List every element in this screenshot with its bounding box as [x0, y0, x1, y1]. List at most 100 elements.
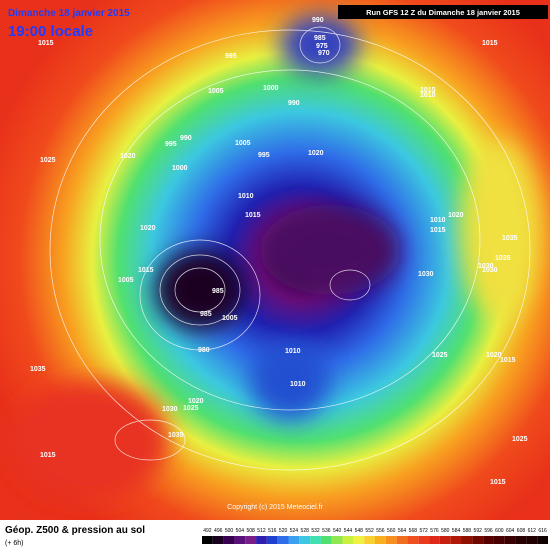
scale-swatch: [234, 536, 246, 544]
isobar-label: 1010: [238, 193, 254, 200]
scale-label: 552: [365, 528, 374, 534]
isobar-label: 1010: [285, 348, 301, 355]
scale-label: 532: [311, 528, 320, 534]
time: 19:00 locale: [8, 23, 93, 40]
isobar-label: 1015: [430, 227, 446, 234]
isobar-label: 985: [314, 35, 326, 42]
scale-label: 616: [538, 528, 547, 534]
isobar-label: 1015: [500, 357, 516, 364]
scale-swatch: [385, 536, 397, 544]
scale-swatch: [299, 536, 311, 544]
scale-label: 604: [506, 528, 515, 534]
scale-swatch: [310, 536, 321, 544]
isobar-label: 1010: [430, 217, 446, 224]
isobar-label: 985: [212, 288, 224, 295]
scale-swatch: [331, 536, 343, 544]
scale-swatch: [396, 536, 408, 544]
scale-label: 548: [355, 528, 364, 534]
isobar-label: 995: [258, 152, 270, 159]
isobar-label: 1025: [512, 436, 528, 443]
isobar-label: 1030: [482, 267, 498, 274]
field-blobs: [10, 15, 540, 500]
scale-swatch: [375, 536, 386, 544]
isobar-label: 1005: [208, 88, 224, 95]
isobar-label: 1025: [183, 405, 199, 412]
scale-swatch: [266, 536, 278, 544]
scale-swatch: [212, 536, 224, 544]
scale-label: 588: [463, 528, 472, 534]
scale-swatch: [504, 536, 516, 544]
scale-swatch: [288, 536, 300, 544]
isobar-label: 1035: [502, 235, 518, 242]
run-box: [338, 5, 548, 19]
scale-swatch: [418, 536, 430, 544]
scale-label: 508: [246, 528, 255, 534]
isobar-label: 1015: [490, 479, 506, 486]
isobar-label: 1035: [30, 366, 46, 373]
isobar-label: 1015: [245, 212, 261, 219]
scale-swatch: [277, 536, 289, 544]
scale-label: 596: [484, 528, 493, 534]
isobar-label: 1020: [120, 153, 136, 160]
scale-label: 584: [452, 528, 461, 534]
scale-swatch: [407, 536, 419, 544]
scale-swatch: [439, 536, 451, 544]
isobar-label: 995: [165, 141, 177, 148]
scale-swatch: [342, 536, 354, 544]
scale-label: 564: [398, 528, 407, 534]
scale-swatch: [450, 536, 462, 544]
isobar-label: 990: [180, 135, 192, 142]
isobar-label: 1030: [162, 406, 178, 413]
scale-label: 568: [409, 528, 418, 534]
scale-label: 560: [387, 528, 396, 534]
isobar-label: 990: [312, 17, 324, 24]
scale-swatch: [515, 536, 527, 544]
scale-swatch: [320, 536, 332, 544]
footer-step: (+ 6h): [5, 540, 23, 547]
isobar-label: 1000: [172, 165, 188, 172]
isobar-label: 1020: [486, 352, 502, 359]
scale-swatch: [493, 536, 505, 544]
isobar-label: 1020: [448, 212, 464, 219]
scale-swatch: [256, 536, 267, 544]
footer-title: Géop. Z500 & pression au sol: [5, 525, 145, 536]
scale-label: 556: [376, 528, 385, 534]
isobar-label: 980: [198, 347, 210, 354]
scale-swatch: [353, 536, 365, 544]
date: Dimanche 18 janvier 2015: [8, 8, 130, 19]
isobar-label: 1015: [138, 267, 154, 274]
isobar-label: 1015: [420, 87, 436, 94]
isobar-label: 1000: [263, 85, 279, 92]
run: Run GFS 12 Z du Dimanche 18 janvier 2015: [366, 8, 520, 17]
scale-swatch: [429, 536, 440, 544]
scale-label: 600: [495, 528, 504, 534]
scale-label: 608: [517, 528, 526, 534]
scale-swatch: [526, 536, 538, 544]
isobar-label: 1005: [235, 140, 251, 147]
scale-swatch: [472, 536, 484, 544]
scale-label: 504: [236, 528, 245, 534]
isobar-label: 1010: [420, 92, 436, 99]
isobar-label: 1035: [168, 432, 184, 439]
scale-swatch: [537, 536, 548, 544]
isobar-label: 975: [316, 43, 328, 50]
isobar-label: 1030: [418, 271, 434, 278]
isobar-label: 1015: [40, 452, 56, 459]
isobar-label: 1015: [482, 40, 498, 47]
isobar-label: 1020: [140, 225, 156, 232]
scale-swatch: [245, 536, 257, 544]
footer-band: [0, 520, 550, 550]
isobar-label: 1010: [290, 381, 306, 388]
isobar-label: 990: [288, 100, 300, 107]
scale-swatch: [202, 536, 213, 544]
isobar-label: 1030: [478, 263, 494, 270]
scale-label: 500: [225, 528, 234, 534]
isobar-lines: [49, 26, 531, 471]
scale-swatch: [483, 536, 494, 544]
scale-label: 572: [419, 528, 428, 534]
scale-label: 496: [214, 528, 223, 534]
scale-label: 528: [301, 528, 310, 534]
isobar-label: 970: [318, 50, 330, 57]
isobar-label: 985: [200, 311, 212, 318]
scale-label: 612: [528, 528, 537, 534]
